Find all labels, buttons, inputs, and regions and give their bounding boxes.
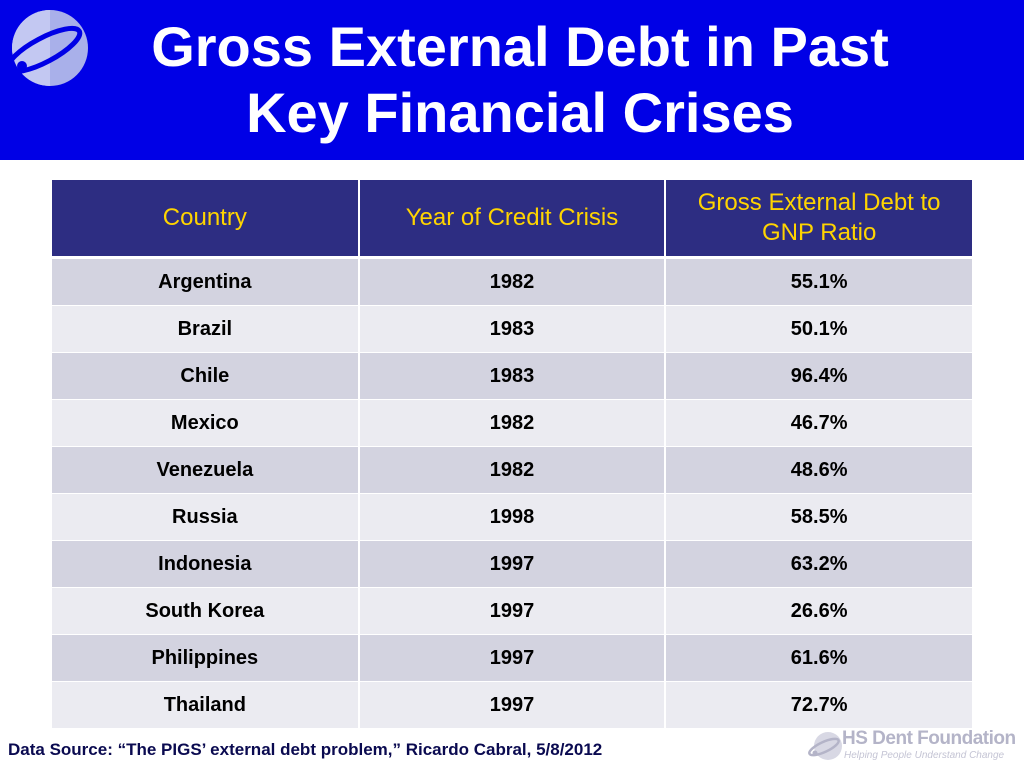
orbit-logo-icon — [5, 10, 88, 86]
ratio-cell: 48.6% — [665, 446, 972, 494]
column-header-year: Year of Credit Crisis — [358, 180, 667, 259]
country-cell: Indonesia — [52, 540, 360, 588]
brand-orbit-icon — [808, 732, 842, 760]
country-cell: Russia — [52, 493, 360, 541]
country-cell: South Korea — [52, 587, 360, 635]
year-cell: 1997 — [358, 681, 667, 729]
page-title: Gross External Debt in Past Key Financia… — [90, 14, 950, 146]
year-cell: 1997 — [358, 540, 667, 588]
title-banner: Gross External Debt in Past Key Financia… — [0, 0, 1024, 160]
year-cell: 1983 — [358, 352, 667, 400]
ratio-cell: 63.2% — [665, 540, 972, 588]
title-line-1: Gross External Debt in Past — [151, 15, 889, 78]
ratio-cell: 26.6% — [665, 587, 972, 635]
table-row: Argentina 1982 55.1% — [52, 257, 972, 306]
year-cell: 1982 — [358, 446, 667, 494]
ratio-cell: 58.5% — [665, 493, 972, 541]
ratio-cell: 46.7% — [665, 399, 972, 447]
table-row: Mexico 1982 46.7% — [52, 399, 972, 447]
ratio-cell: 50.1% — [665, 305, 972, 353]
table-row: Thailand 1997 72.7% — [52, 681, 972, 729]
title-line-2: Key Financial Crises — [246, 81, 794, 144]
table-header-row: Country Year of Credit Crisis Gross Exte… — [52, 180, 972, 259]
brand-tagline: Helping People Understand Change — [844, 750, 1005, 761]
ratio-cell: 55.1% — [665, 257, 972, 306]
ratio-cell: 96.4% — [665, 352, 972, 400]
data-source-note: Data Source: “The PIGS’ external debt pr… — [8, 740, 603, 759]
ratio-cell: 61.6% — [665, 634, 972, 682]
year-cell: 1982 — [358, 399, 667, 447]
year-cell: 1982 — [358, 257, 667, 306]
year-cell: 1983 — [358, 305, 667, 353]
table-row: Venezuela 1982 48.6% — [52, 446, 972, 494]
country-cell: Brazil — [52, 305, 360, 353]
table-row: Indonesia 1997 63.2% — [52, 540, 972, 588]
table-row: South Korea 1997 26.6% — [52, 587, 972, 635]
table-row: Chile 1983 96.4% — [52, 352, 972, 400]
country-cell: Philippines — [52, 634, 360, 682]
country-cell: Thailand — [52, 681, 360, 729]
country-cell: Argentina — [52, 257, 360, 306]
column-header-country: Country — [52, 180, 360, 259]
country-cell: Venezuela — [52, 446, 360, 494]
year-cell: 1998 — [358, 493, 667, 541]
debt-table: Country Year of Credit Crisis Gross Exte… — [52, 180, 972, 729]
brand-logo: HS Dent Foundation Helping People Unders… — [808, 726, 1018, 766]
table-row: Philippines 1997 61.6% — [52, 634, 972, 682]
table-row: Russia 1998 58.5% — [52, 493, 972, 541]
year-cell: 1997 — [358, 634, 667, 682]
country-cell: Mexico — [52, 399, 360, 447]
column-header-ratio: Gross External Debt to GNP Ratio — [665, 180, 972, 259]
brand-name: HS Dent Foundation — [842, 728, 1016, 749]
year-cell: 1997 — [358, 587, 667, 635]
ratio-cell: 72.7% — [665, 681, 972, 729]
table-row: Brazil 1983 50.1% — [52, 305, 972, 353]
country-cell: Chile — [52, 352, 360, 400]
